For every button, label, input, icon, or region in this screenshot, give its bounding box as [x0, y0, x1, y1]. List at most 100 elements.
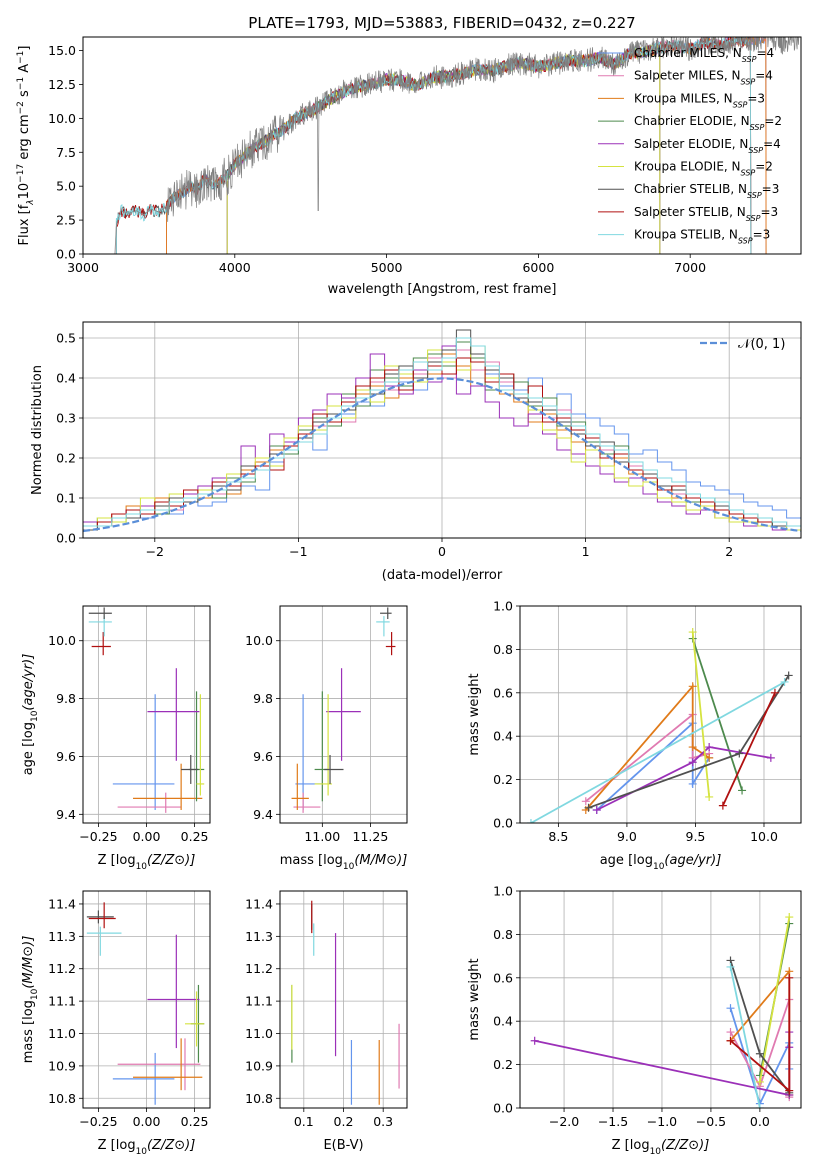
x-axis-label: age [log10(age/yr)] — [600, 853, 722, 872]
plus-marker — [688, 682, 697, 691]
legend-text: Kroupa ELODIE, N — [634, 160, 741, 174]
axes-frame — [82, 321, 802, 539]
plot-area — [291, 607, 396, 813]
figure-title: PLATE=1793, MJD=53883, FIBERID=0432, z=0… — [248, 14, 635, 32]
y-tick-label: 0.0 — [56, 531, 76, 546]
x-tick-label: −1.0 — [647, 1114, 677, 1129]
plus-marker — [726, 1028, 735, 1037]
label-part: mass [log — [280, 853, 343, 868]
y-axis-label-part: ] — [17, 46, 32, 51]
weight-line — [585, 683, 710, 811]
legend-label: Chabrier MILES, NSSP=4 — [634, 46, 774, 64]
legend-label: 𝒩(0, 1) — [738, 337, 785, 352]
plus-marker — [735, 749, 744, 758]
x-axis-label: Z [log10(Z/Z⊙)] — [612, 1138, 710, 1157]
legend-text: Salpeter ELODIE, N — [634, 137, 748, 151]
legend-label: Salpeter STELIB, NSSP=3 — [634, 205, 778, 223]
y-axis-label: Normed distribution — [30, 365, 45, 495]
weight-line — [588, 674, 790, 809]
legend-text: Salpeter STELIB, N — [634, 205, 746, 219]
legend-label: Kroupa STELIB, NSSP=3 — [634, 228, 770, 246]
plus-marker — [726, 1036, 735, 1045]
weight-line — [530, 681, 786, 823]
x-tick-label: −1.5 — [598, 1114, 628, 1129]
y-tick-label: 11.0 — [48, 1026, 76, 1041]
x-axis-label: E(B-V) — [323, 1138, 363, 1153]
x-tick-label: −2 — [146, 544, 164, 559]
x-tick-label: 3000 — [67, 260, 99, 275]
y-tick-label: 9.8 — [56, 691, 76, 706]
gaussian-curve — [83, 377, 801, 533]
plus-marker — [785, 913, 794, 922]
weight-line — [691, 638, 743, 791]
x-tick-label: 1 — [582, 544, 590, 559]
mass-weight-vs-metallicity-panel: −2.0 −1.5 −1.0 −0.5 0.0 0.0 0.2 0.4 0.6 0.8 1.0 Z [… — [467, 884, 802, 1157]
y-axis-label: mass weight — [467, 673, 482, 755]
y-tick-label: 11.2 — [48, 961, 76, 976]
y-axis-label: mass weight — [467, 958, 482, 1040]
y-tick-label: 0.5 — [56, 331, 76, 346]
plus-marker — [785, 1086, 794, 1095]
legend-subscript: SSP — [750, 123, 765, 132]
age-vs-mass-panel: 11.00 11.25 9.4 9.6 9.8 10.0 mass [log10(M/M⊙)… — [245, 605, 408, 872]
plus-marker — [584, 803, 593, 812]
y-tick-label: 0.0 — [493, 1101, 513, 1116]
axes-frame — [279, 890, 408, 1109]
y-tick-label: 12.5 — [48, 77, 76, 92]
y-axis-label-part: −1 — [16, 51, 26, 64]
legend-label: Kroupa ELODIE, NSSP=2 — [634, 160, 773, 178]
y-tick-label: 0.1 — [56, 491, 76, 506]
y-axis-label: mass [log10(M/M⊙)] — [21, 936, 40, 1064]
mass-vs-extinction-panel: 0.1 0.2 0.3 10.8 10.9 11.0 11.1 11.2 11.3 11.4 E(B… — [245, 890, 408, 1153]
y-tick-label: 7.5 — [56, 145, 76, 160]
x-tick-label: 0.25 — [181, 1114, 209, 1129]
plot-area — [530, 913, 794, 1108]
x-tick-label: 11.00 — [304, 829, 340, 844]
x-tick-label: 9.5 — [686, 829, 706, 844]
y-tick-label: 11.2 — [245, 961, 273, 976]
legend-subscript: SSP — [746, 213, 761, 222]
x-tick-label: 2 — [725, 544, 733, 559]
mass-vs-metallicity-panel: −0.25 0.00 0.25 10.8 10.9 11.0 11.1 11.2 11.3 11.… — [21, 890, 211, 1157]
legend-subscript: SSP — [738, 236, 753, 245]
legend-text: Chabrier ELODIE, N — [634, 114, 750, 128]
y-tick-label: 11.0 — [245, 1026, 273, 1041]
legend-text: Kroupa STELIB, N — [634, 228, 738, 242]
y-tick-label: 11.1 — [245, 994, 273, 1009]
x-tick-label: 8.5 — [548, 829, 568, 844]
plus-marker — [688, 628, 697, 637]
plus-marker — [755, 1049, 764, 1058]
label-subscript: 10 — [30, 710, 40, 722]
plus-marker — [738, 786, 747, 795]
histogram-step — [83, 337, 801, 531]
y-tick-label: 0.6 — [493, 685, 513, 700]
legend-text: =3 — [762, 182, 780, 196]
label-part: Z [log — [98, 1138, 136, 1153]
weight-line — [691, 631, 711, 798]
y-tick-label: 10.0 — [245, 633, 273, 648]
plus-marker — [785, 973, 794, 982]
y-tick-label: 10.9 — [48, 1058, 76, 1073]
legend-subscript: SSP — [747, 191, 762, 200]
y-tick-label: 9.8 — [253, 691, 273, 706]
y-axis-label: age [log10(age/yr)] — [21, 654, 40, 776]
axes-frame — [519, 890, 802, 1109]
y-tick-label: 0.8 — [493, 642, 513, 657]
x-tick-label: 4000 — [219, 260, 251, 275]
weight-line — [759, 916, 791, 1083]
x-axis-label: Z [log10(Z/Z⊙)] — [98, 1138, 196, 1157]
legend-text: =2 — [764, 114, 782, 128]
legend-text: =2 — [755, 160, 773, 174]
y-tick-label: 5.0 — [56, 179, 76, 194]
label-part: (M/M⊙)] — [354, 853, 407, 868]
y-tick-label: 11.4 — [245, 896, 273, 911]
y-tick-label: 0.2 — [493, 1057, 513, 1072]
plot-area — [86, 902, 205, 1105]
residual-histogram-panel: −2 −1 0 1 2 0.0 0.1 0.2 0.3 0.4 0.5 𝒩(0, 1) (data-mo… — [30, 321, 802, 583]
legend-text: Kroupa MILES, N — [634, 91, 733, 105]
y-tick-label: 0.2 — [56, 451, 76, 466]
y-tick-label: 9.6 — [56, 749, 76, 764]
spectrum-panel: 3000 4000 5000 6000 7000 0.0 2.5 5.0 7.5 10.0 12.5… — [16, 36, 802, 297]
legend-label: Chabrier STELIB, NSSP=3 — [634, 182, 779, 200]
